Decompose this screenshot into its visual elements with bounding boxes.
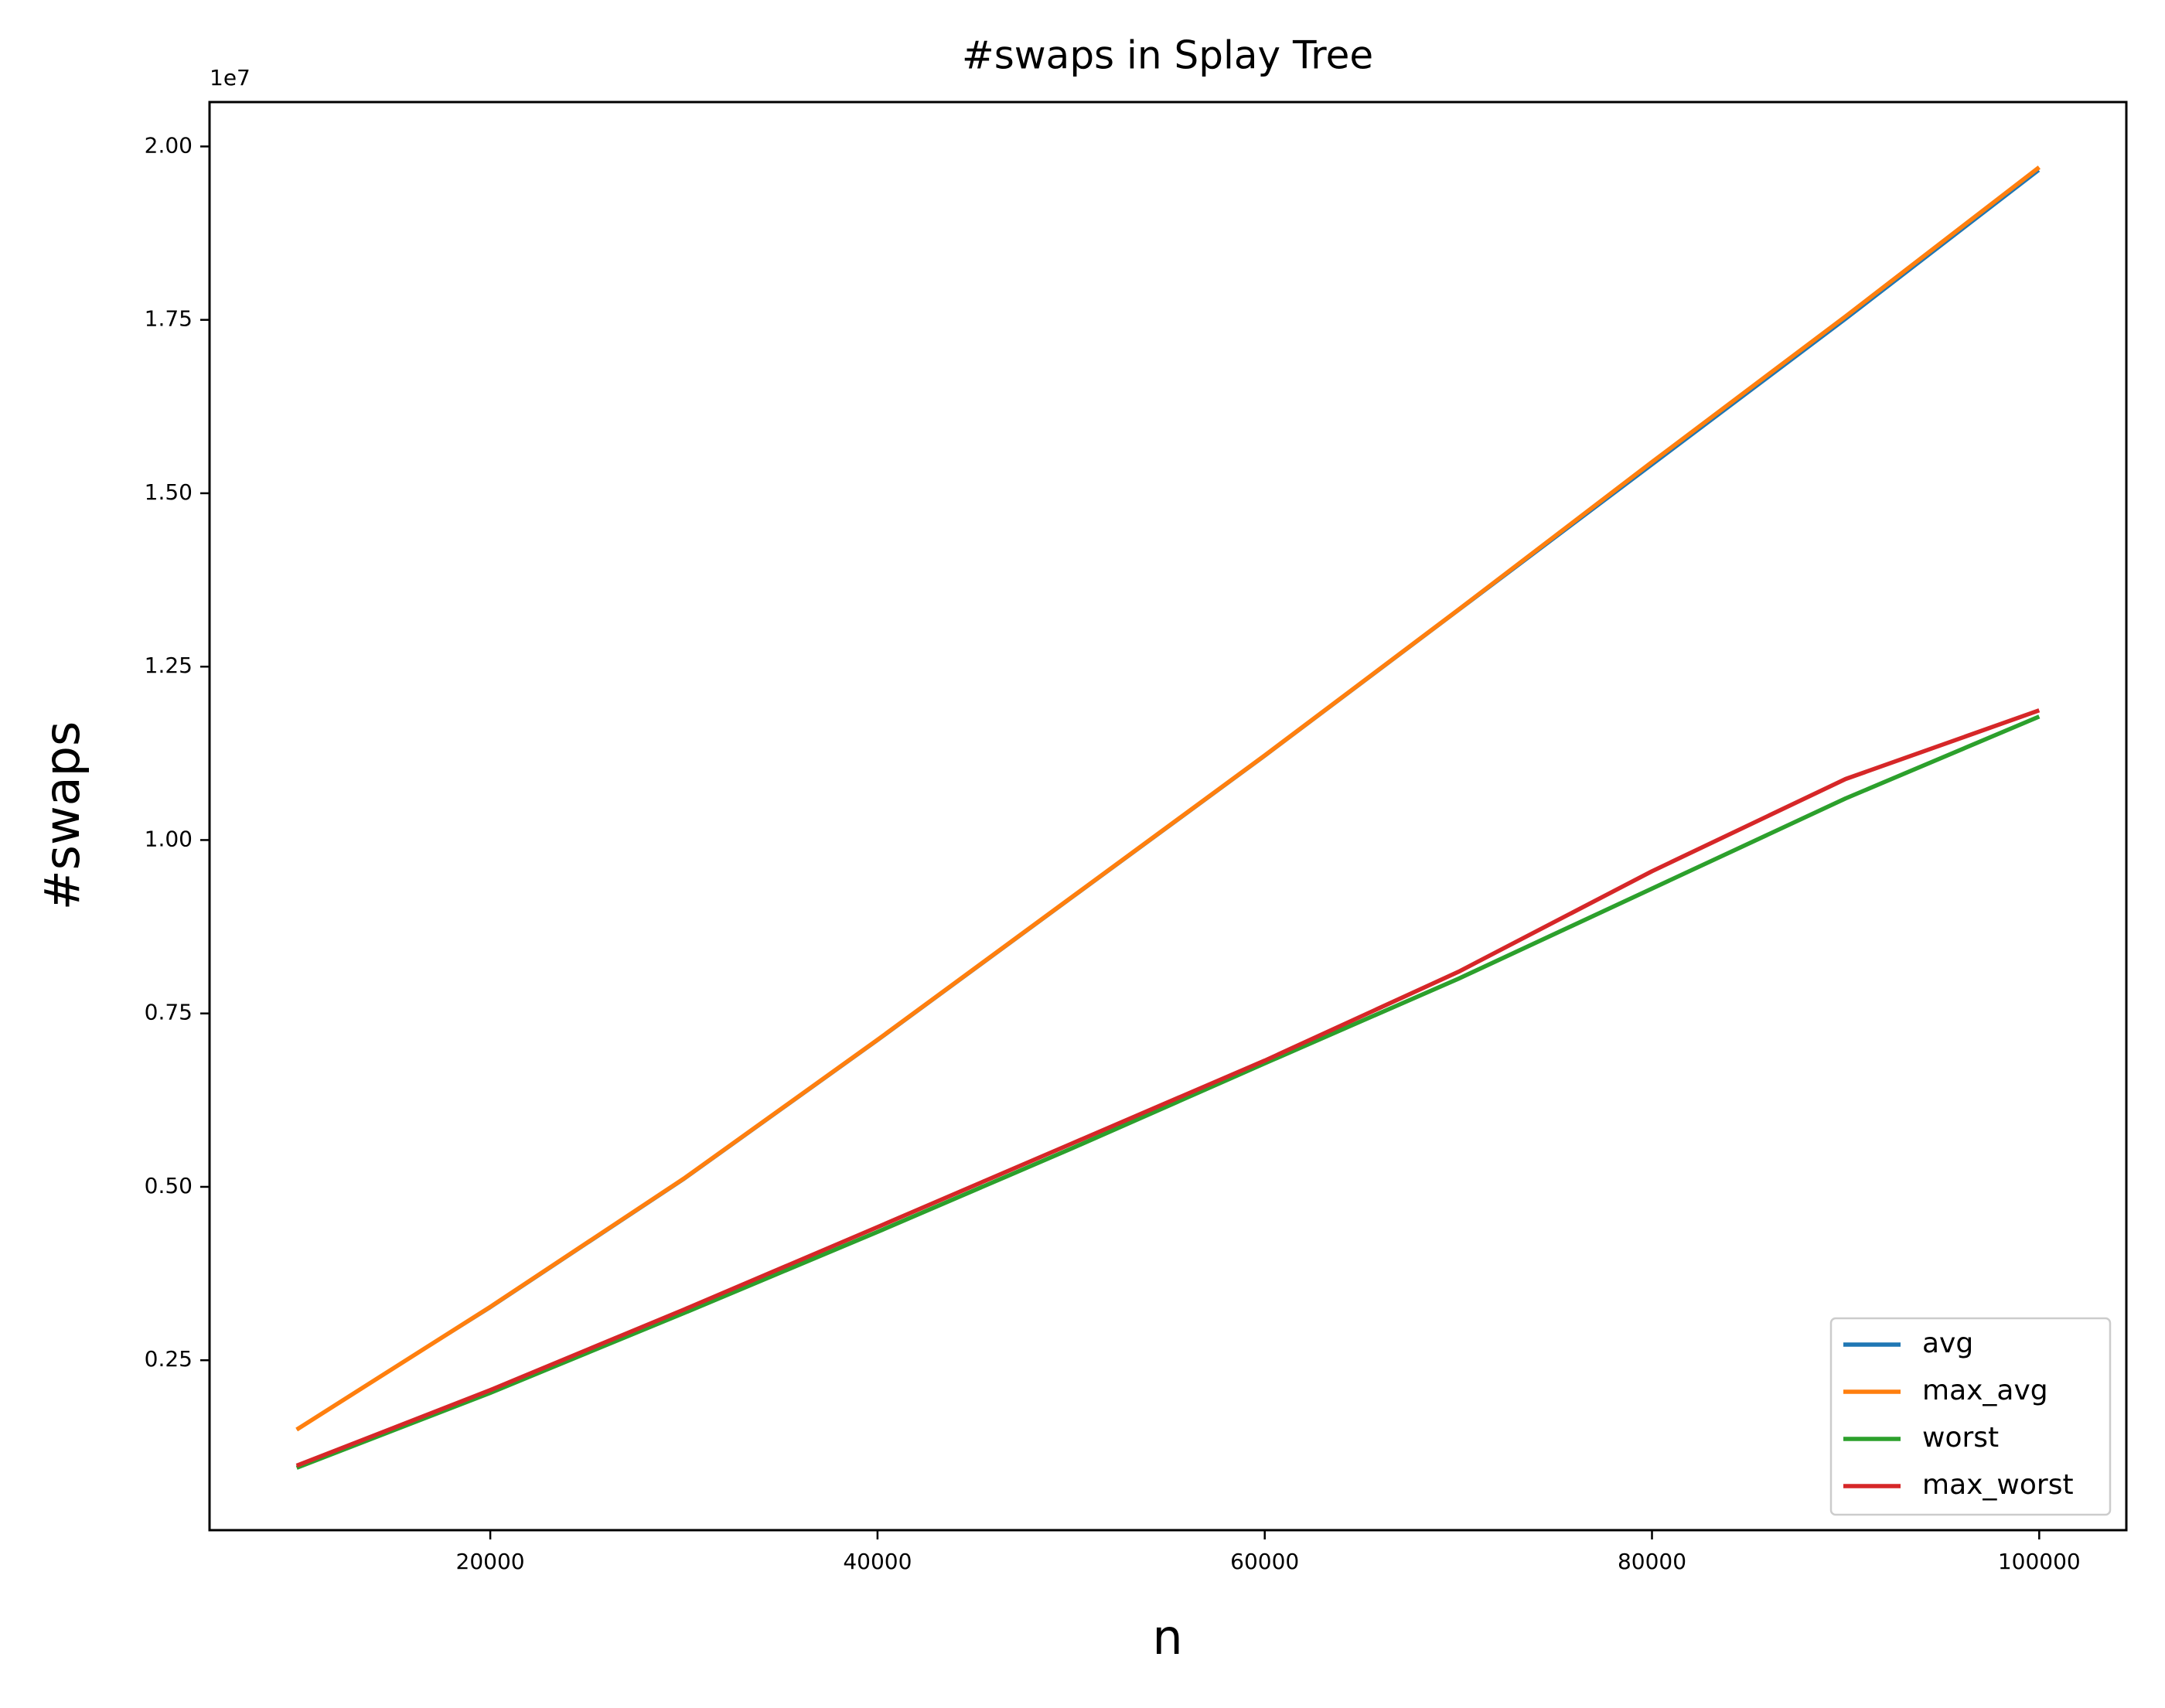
y-tick-label: 0.75 (145, 1000, 193, 1025)
y-tick-label: 1.50 (145, 479, 193, 505)
series-line (295, 714, 2041, 1470)
x-tick-label: 80000 (1618, 1549, 1686, 1574)
y-tick-label: 1.75 (145, 306, 193, 332)
x-tick-label: 100000 (1998, 1549, 2081, 1574)
plot-frame (208, 101, 2128, 1532)
series-line (295, 165, 2041, 1432)
legend-label: max_avg (1922, 1375, 2048, 1406)
y-axis-label: #swaps (34, 721, 90, 911)
series-line (295, 708, 2041, 1468)
y-tick-label: 2.00 (145, 132, 193, 158)
legend-label: max_worst (1922, 1469, 2074, 1501)
y-tick-label: 1.00 (145, 826, 193, 851)
x-tick-label: 20000 (456, 1549, 525, 1574)
y-tick-label: 0.50 (145, 1173, 193, 1198)
x-tick-label: 40000 (843, 1549, 912, 1574)
legend-box (1829, 1317, 2112, 1516)
y-tick-label: 1.25 (145, 653, 193, 678)
legend-label: worst (1922, 1422, 1999, 1454)
y-offset-text: 1e7 (210, 65, 251, 90)
x-tick-label: 60000 (1230, 1549, 1299, 1574)
y-tick-label: 0.25 (145, 1346, 193, 1372)
legend-label: avg (1922, 1328, 1973, 1359)
chart-title: #swaps in Splay Tree (962, 33, 1373, 78)
x-axis-label: n (1152, 1609, 1182, 1665)
